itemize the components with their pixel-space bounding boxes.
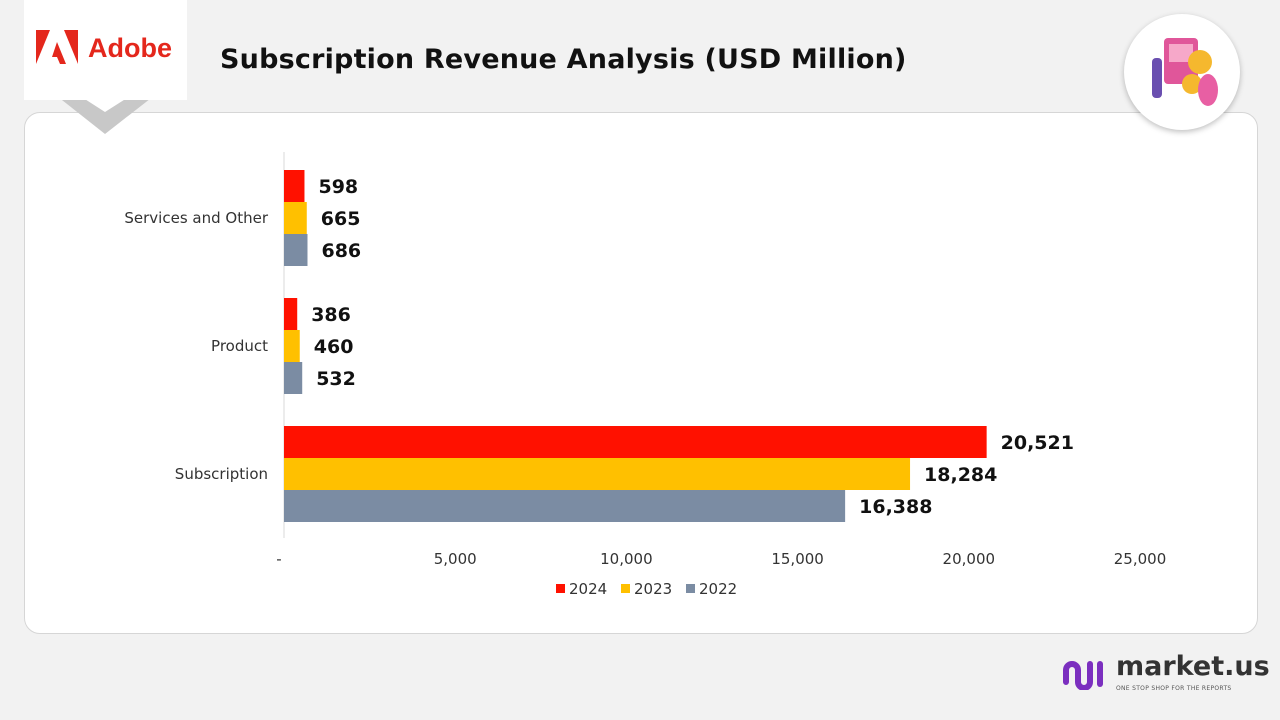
legend-swatch-2024 (556, 584, 565, 593)
data-label: 386 (311, 304, 351, 326)
legend-label: 2024 (569, 580, 607, 598)
legend-swatch-2023 (621, 584, 630, 593)
x-tick-label: 20,000 (943, 550, 996, 568)
category-label: Subscription (175, 465, 268, 483)
data-label: 665 (321, 208, 361, 230)
category-label: Services and Other (124, 209, 268, 227)
marketus-logo-icon (1063, 660, 1103, 690)
adobe-logo: Adobe (36, 30, 172, 66)
data-label: 460 (314, 336, 354, 358)
bar-2022 (284, 234, 308, 266)
bar-2024 (284, 170, 305, 202)
x-tick-label: 5,000 (434, 550, 477, 568)
x-tick-label: 25,000 (1114, 550, 1167, 568)
bar-2022 (284, 490, 846, 522)
x-tick-label: 10,000 (600, 550, 653, 568)
adobe-logo-icon (36, 30, 78, 64)
data-label: 16,388 (859, 496, 932, 518)
bar-2022 (284, 362, 303, 394)
legend-label: 2023 (634, 580, 672, 598)
legend-swatch-2022 (686, 584, 695, 593)
x-tick-label: 15,000 (771, 550, 824, 568)
marketus-logo: market.us ONE STOP SHOP FOR THE REPORTS (1062, 652, 1270, 693)
bar-2024 (284, 298, 298, 330)
bar-2024 (284, 426, 987, 458)
data-label: 532 (316, 368, 356, 390)
data-label: 18,284 (924, 464, 997, 486)
illustration-icon (1124, 14, 1240, 130)
brand-name: Adobe (88, 32, 172, 63)
category-label: Product (211, 337, 268, 355)
x-tick-label: - (276, 550, 281, 568)
data-label: 598 (318, 176, 358, 198)
bar-2023 (284, 458, 911, 490)
bar-2023 (284, 330, 300, 362)
data-label: 686 (321, 240, 361, 262)
badge-tip (24, 60, 187, 112)
page-title: Subscription Revenue Analysis (USD Milli… (220, 44, 907, 75)
chart-card (24, 112, 1258, 634)
bar-2023 (284, 202, 307, 234)
marketus-tagline: ONE STOP SHOP FOR THE REPORTS (1116, 685, 1232, 692)
data-label: 20,521 (1001, 432, 1074, 454)
marketus-name: market.us (1116, 651, 1270, 682)
legend-label: 2022 (699, 580, 737, 598)
